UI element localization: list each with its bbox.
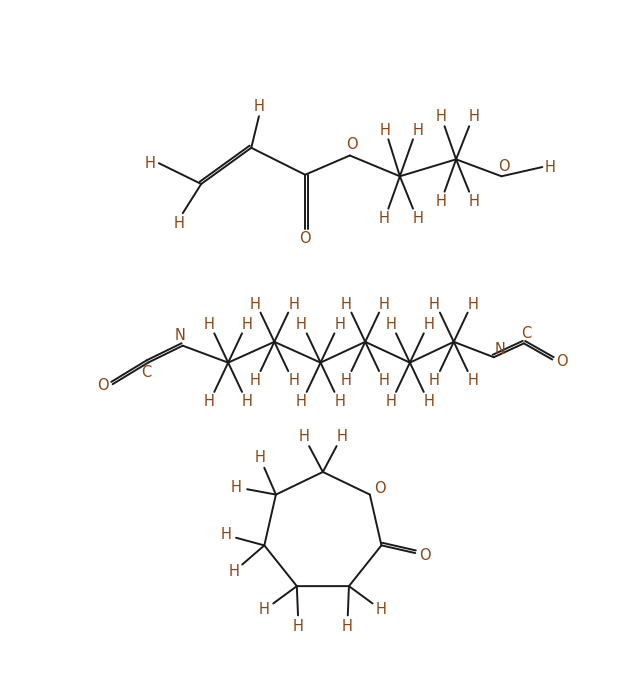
Text: H: H (544, 159, 556, 175)
Text: H: H (220, 528, 231, 542)
Text: H: H (341, 296, 352, 312)
Text: H: H (203, 394, 214, 409)
Text: H: H (379, 373, 390, 388)
Text: H: H (242, 394, 253, 409)
Text: H: H (424, 317, 435, 333)
Text: H: H (342, 619, 353, 633)
Text: N: N (495, 342, 505, 357)
Text: H: H (336, 429, 347, 444)
Text: H: H (375, 603, 387, 617)
Text: O: O (299, 231, 311, 246)
Text: H: H (435, 110, 446, 124)
Text: H: H (259, 603, 270, 617)
Text: H: H (335, 394, 345, 409)
Text: H: H (231, 480, 242, 495)
Text: H: H (335, 317, 345, 333)
Text: O: O (98, 378, 109, 394)
Text: H: H (255, 450, 265, 466)
Text: H: H (249, 296, 261, 312)
Text: H: H (385, 317, 396, 333)
Text: O: O (498, 159, 510, 174)
Text: O: O (374, 481, 386, 496)
Text: H: H (468, 110, 479, 124)
Text: H: H (429, 296, 440, 312)
Text: H: H (468, 194, 479, 209)
Text: H: H (467, 373, 478, 388)
Text: H: H (299, 429, 309, 444)
Text: H: H (242, 317, 253, 333)
Text: H: H (435, 194, 446, 209)
Text: H: H (296, 317, 307, 333)
Text: C: C (521, 326, 531, 341)
Text: C: C (140, 365, 151, 380)
Text: H: H (379, 296, 390, 312)
Text: H: H (467, 296, 478, 312)
Text: H: H (144, 156, 155, 171)
Text: H: H (341, 373, 352, 388)
Text: O: O (419, 548, 431, 563)
Text: H: H (385, 394, 396, 409)
Text: H: H (412, 122, 423, 138)
Text: H: H (429, 373, 440, 388)
Text: H: H (173, 216, 185, 231)
Text: H: H (288, 296, 299, 312)
Text: H: H (424, 394, 435, 409)
Text: H: H (253, 99, 265, 115)
Text: H: H (288, 373, 299, 388)
Text: H: H (203, 317, 214, 333)
Text: H: H (379, 211, 390, 226)
Text: H: H (296, 394, 307, 409)
Text: H: H (412, 211, 423, 226)
Text: N: N (175, 328, 186, 343)
Text: H: H (229, 564, 239, 579)
Text: H: H (293, 619, 304, 634)
Text: H: H (380, 122, 391, 138)
Text: O: O (556, 354, 568, 368)
Text: O: O (346, 137, 358, 152)
Text: H: H (249, 373, 261, 388)
